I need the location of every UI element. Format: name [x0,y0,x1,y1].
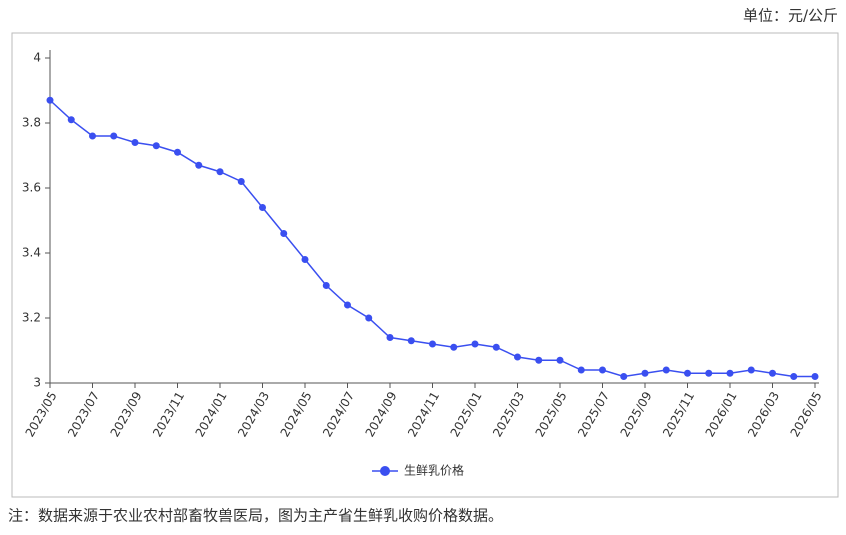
point [662,366,670,374]
x-tick-label: 2026/05 [788,389,825,439]
point [684,369,691,377]
point [620,373,628,380]
point [535,356,543,364]
x-tick-label: 2024/05 [278,389,315,439]
point [216,168,224,176]
point [237,178,245,185]
point [67,116,75,124]
point [46,96,54,104]
y-tick-label: 3.8 [22,116,41,130]
point [131,139,139,146]
point [322,282,330,289]
point [705,369,713,377]
x-tick-label: 2025/07 [575,389,612,439]
point [492,343,500,351]
point [514,353,521,361]
x-tick-label: 2023/07 [65,389,102,439]
y-tick-label: 4 [33,51,41,65]
point [195,161,203,169]
y-tick-label: 3 [33,376,41,390]
point [599,366,606,374]
point [152,142,160,150]
point [450,343,458,351]
point [89,132,96,140]
point [174,148,181,156]
x-tick-label: 2023/11 [150,389,187,439]
point [556,356,564,364]
point [726,369,734,377]
x-tick-label: 2025/11 [660,389,697,439]
chart-frame [11,32,839,498]
legend-label: 生鲜乳价格 [404,463,464,478]
x-tick-label: 2025/09 [618,389,655,439]
point [407,337,415,345]
point [471,340,479,348]
point [280,230,288,237]
legend-marker [380,466,390,476]
x-tick-label: 2025/01 [448,389,485,439]
point [365,314,373,322]
point [747,366,755,374]
x-tick-label: 2024/03 [235,389,272,439]
point [110,132,118,140]
point [577,366,585,374]
unit-label: 单位：元/公斤 [743,7,838,25]
x-tick-label: 2024/09 [363,389,400,439]
point [769,369,776,377]
x-tick-label: 2024/11 [405,389,442,439]
y-tick-label: 3.2 [22,311,41,325]
point [790,373,798,380]
y-tick-label: 3.6 [22,181,41,195]
x-tick-label: 2026/01 [703,389,740,439]
x-tick-label: 2023/05 [23,389,60,439]
point [429,340,436,348]
point [301,256,309,263]
point [641,369,649,377]
point [386,334,394,341]
x-tick-label: 2024/01 [193,389,230,439]
point [259,204,266,211]
x-tick-label: 2023/09 [108,389,145,439]
point [811,373,819,380]
y-tick-label: 3.4 [22,246,41,260]
series-line [49,99,815,378]
x-tick-label: 2025/05 [533,389,570,439]
x-tick-label: 2026/03 [745,389,782,439]
note: 注：数据来源于农业农村部畜牧兽医局，图为主产省生鲜乳收购价格数据。 [8,507,503,525]
x-tick-label: 2025/03 [490,389,527,439]
point [344,301,351,309]
x-tick-label: 2024/07 [320,389,357,439]
